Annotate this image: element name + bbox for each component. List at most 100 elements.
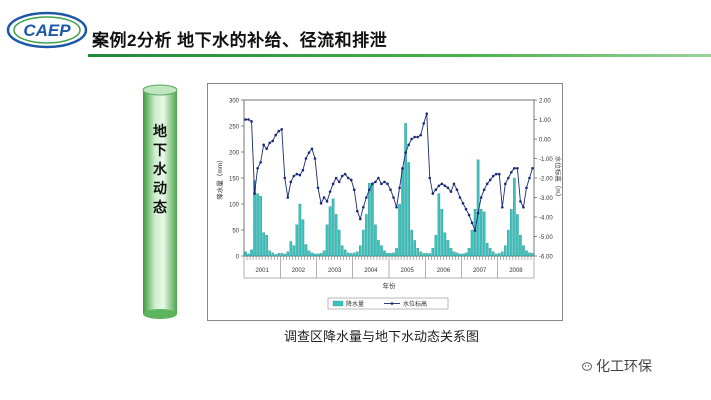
precip-bar <box>377 240 380 257</box>
water-level-point <box>449 190 453 193</box>
water-level-point <box>413 135 416 139</box>
water-level-line <box>245 113 533 233</box>
precip-bar <box>413 240 416 257</box>
precip-bar <box>334 214 338 257</box>
precip-bar <box>283 253 287 257</box>
water-level-point <box>443 184 447 188</box>
water-level-point <box>467 213 471 217</box>
precip-bar <box>528 252 531 257</box>
water-level-point <box>256 166 259 170</box>
sidebar-char: 下 <box>153 142 167 158</box>
precip-bar <box>280 253 284 257</box>
sidebar-char: 动 <box>153 180 167 196</box>
precip-bar <box>359 245 362 257</box>
year-label: 2003 <box>328 268 342 274</box>
water-level-point <box>377 176 380 180</box>
water-level-point <box>491 174 495 178</box>
water-level-point <box>458 196 462 199</box>
precip-bar <box>256 193 259 257</box>
precip-bar <box>458 253 462 257</box>
water-level-point <box>531 166 534 170</box>
precip-bar <box>446 240 450 257</box>
water-level-point <box>271 139 274 143</box>
precip-bar <box>265 235 268 257</box>
precip-bar <box>513 177 516 257</box>
right-tick-label: -4.00 <box>539 216 553 222</box>
precip-bar <box>277 253 281 257</box>
precip-bar <box>519 235 522 257</box>
precip-bar <box>331 198 335 257</box>
legend-label: 水位标高 <box>403 300 427 308</box>
precip-bar <box>380 245 383 257</box>
year-label: 2006 <box>437 268 451 274</box>
precip-bar <box>452 251 456 257</box>
precip-bar <box>365 214 368 257</box>
slide-header: CAEP 案例2分析 地下水的补给、径流和排泄 <box>0 0 711 62</box>
water-level-point <box>434 188 438 191</box>
water-level-point <box>510 170 513 174</box>
precip-bar <box>322 250 326 257</box>
water-level-point <box>425 112 429 115</box>
water-level-point <box>440 182 444 186</box>
precip-bar <box>419 251 423 257</box>
precip-bar <box>343 249 347 257</box>
water-level-point <box>322 196 326 199</box>
water-level-point <box>359 217 362 221</box>
precip-bar <box>319 253 323 257</box>
precip-bar <box>392 252 395 257</box>
chart-frame: 0 50 100 150 200 250 300 -6.00 -5.00 -4.00 -3.00 -2… <box>207 83 563 321</box>
water-level-point <box>307 151 311 154</box>
water-level-point <box>362 205 365 209</box>
water-level-point <box>431 192 435 195</box>
water-level-point <box>349 178 353 182</box>
water-level-point <box>488 178 492 182</box>
right-tick-label: 2.00 <box>539 99 551 105</box>
precip-bar <box>395 248 398 257</box>
water-level-point <box>525 186 528 190</box>
legend-bar-swatch <box>332 300 344 307</box>
water-level-point <box>404 151 407 154</box>
water-level-point <box>365 196 368 199</box>
precip-bar <box>295 224 299 257</box>
precipitation-water-level-chart: 0 50 100 150 200 250 300 -6.00 -5.00 -4.00 -3.00 -2… <box>215 99 563 310</box>
precip-bar <box>428 253 432 257</box>
water-level-point <box>410 137 413 141</box>
precip-bar <box>271 252 274 257</box>
water-level-point <box>371 182 374 186</box>
water-level-point <box>295 172 299 176</box>
water-level-point <box>355 209 359 213</box>
sidebar-char: 地 <box>153 123 167 139</box>
water-level-point <box>268 141 271 145</box>
chart-caption: 调查区降水量与地下水动态关系图 <box>284 329 480 344</box>
water-level-point <box>301 168 305 172</box>
precip-bar <box>355 251 359 257</box>
precip-bar <box>407 162 410 257</box>
water-level-point <box>313 157 317 160</box>
precip-bar <box>383 250 386 257</box>
slide-title: 案例2分析 地下水的补给、径流和排泄 <box>92 31 388 50</box>
water-level-point <box>289 180 293 184</box>
legend-label: 降水量 <box>346 300 364 308</box>
precip-bar <box>386 253 389 257</box>
water-level-point <box>437 184 441 188</box>
water-level-point <box>244 118 247 121</box>
precip-bar <box>464 252 468 257</box>
precip-bar <box>349 253 353 257</box>
water-level-point <box>352 188 356 191</box>
plot-area <box>243 99 535 257</box>
precip-bar <box>368 183 371 257</box>
water-level-point <box>253 192 256 195</box>
water-level-point <box>452 182 456 186</box>
water-level-point <box>395 205 398 209</box>
caep-logo: CAEP <box>6 11 88 49</box>
precip-bar <box>461 253 465 257</box>
water-level-point <box>374 180 377 184</box>
precip-bar <box>292 245 296 257</box>
precip-bar <box>374 224 377 257</box>
water-level-point <box>497 172 501 176</box>
water-level-point <box>507 176 510 180</box>
precip-bar <box>507 229 510 257</box>
left-tick-label: 300 <box>229 99 240 105</box>
precip-bar <box>491 251 495 257</box>
precip-bar <box>525 250 528 257</box>
